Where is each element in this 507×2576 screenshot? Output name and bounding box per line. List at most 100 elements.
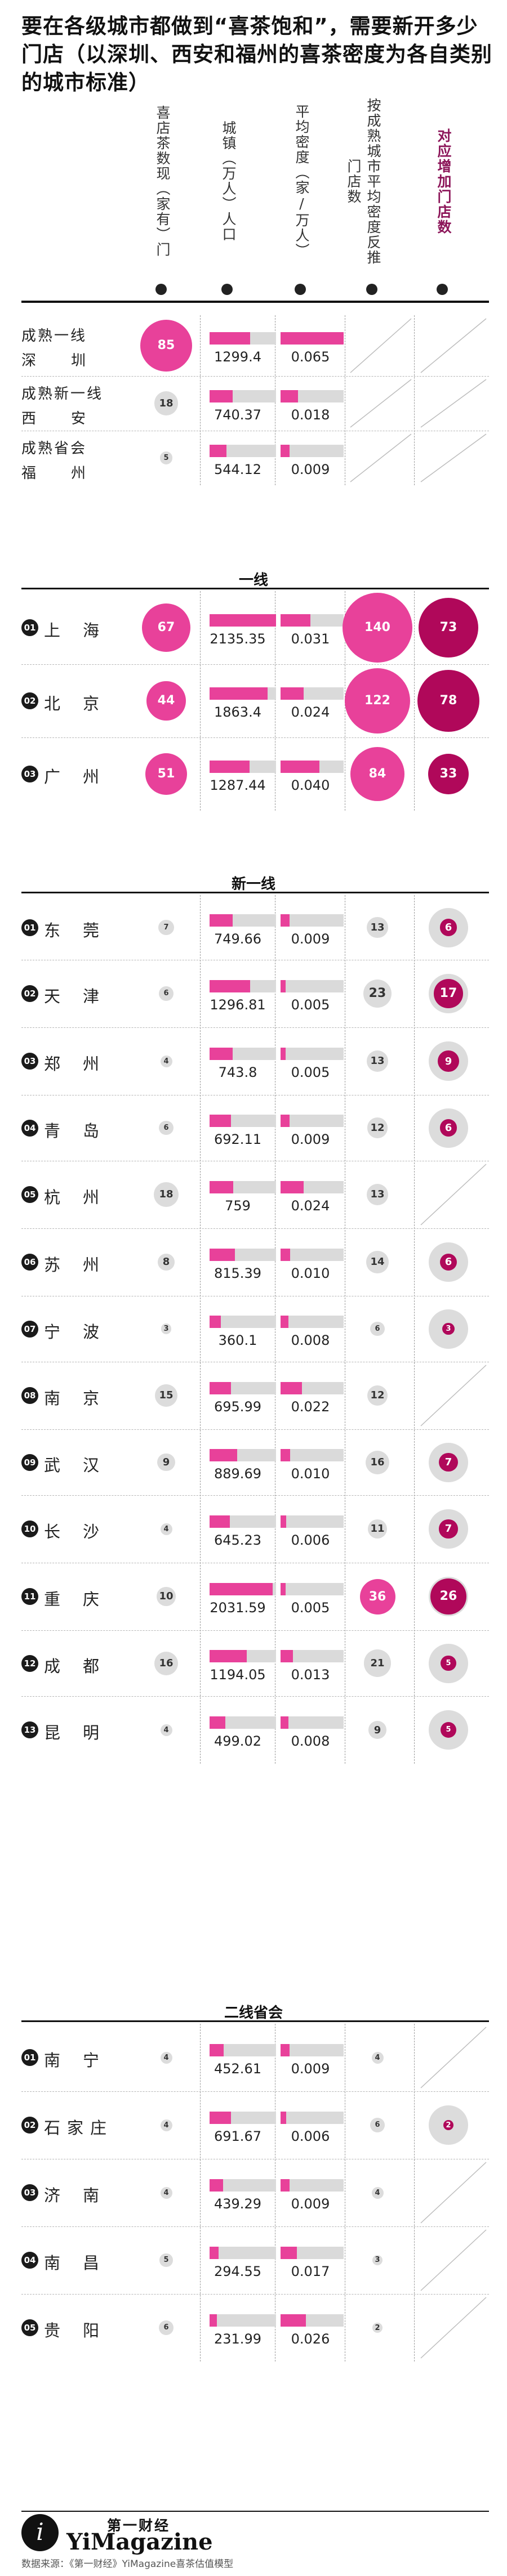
density-bar <box>281 914 290 927</box>
density-bar <box>281 980 286 992</box>
population-bar-track <box>210 1716 276 1729</box>
density-value: 0.006 <box>291 2128 330 2144</box>
empty-cell-slash <box>420 318 487 373</box>
column-divider <box>200 895 201 1764</box>
density-bar <box>281 1315 288 1328</box>
population-bar <box>210 1448 238 1461</box>
population-bar-track <box>210 614 276 627</box>
density-value: 0.065 <box>291 349 330 365</box>
density-value: 0.031 <box>291 631 330 647</box>
row-city-name: 长沙 <box>44 1522 122 1541</box>
density-bar-track <box>281 1315 344 1328</box>
estimated-stores-bubble: 84 <box>350 746 405 802</box>
section-rule <box>21 2020 489 2022</box>
rank-badge: 03 <box>21 2184 38 2201</box>
row-divider <box>21 2226 489 2227</box>
new-stores-bubble: 6 <box>439 1119 457 1137</box>
density-value: 0.009 <box>291 1131 330 1147</box>
stores-bubble: 10 <box>157 1587 176 1606</box>
table-row: 04 青岛 6 692.11 0.009 12 6 <box>21 1095 489 1161</box>
estimated-stores-bubble: 23 <box>363 979 392 1008</box>
empty-cell <box>420 2161 487 2224</box>
population-value: 452.61 <box>214 2061 261 2077</box>
estimated-stores-bubble: 140 <box>342 592 413 663</box>
estimated-stores-bubble: 21 <box>363 1649 392 1677</box>
estimated-stores-bubble: 12 <box>367 1385 388 1406</box>
density-value: 0.008 <box>291 1733 330 1749</box>
column-divider <box>200 2024 201 2362</box>
row-city-name: 福州 <box>21 464 121 482</box>
rank-badge: 13 <box>21 1721 38 1738</box>
population-bar-track <box>210 390 276 402</box>
footer-brand-english: YiMagazine <box>66 2529 213 2555</box>
stores-bubble: 5 <box>159 451 173 464</box>
row-city-name: 郑州 <box>44 1054 122 1074</box>
population-value: 499.02 <box>214 1733 261 1749</box>
table-row: 成熟省会 福州 5 544.12 0.009 <box>21 431 489 485</box>
row-divider <box>21 737 489 738</box>
empty-cell <box>420 1163 487 1226</box>
empty-cell-slash <box>420 379 487 428</box>
row-divider <box>21 1027 489 1028</box>
density-bar <box>281 2112 287 2124</box>
empty-cell <box>420 2296 487 2359</box>
population-bar-track <box>210 2247 276 2259</box>
population-value: 1287.44 <box>210 777 266 793</box>
column-headers: 喜店茶数现（家有）门 城镇（万人）人口 平均密度（家/万人） 按成熟城市平均密度… <box>0 91 507 299</box>
rank-badge: 11 <box>21 1588 38 1605</box>
estimated-stores-bubble: 3 <box>372 2255 383 2266</box>
new-stores-bubble: 33 <box>428 754 469 794</box>
population-bar-track <box>210 332 276 345</box>
stores-bubble: 9 <box>157 1453 175 1472</box>
page-title: 要在各级城市都做到“喜茶饱和”，需要新开多少门店（以深圳、西安和福州的喜茶密度为… <box>21 14 492 95</box>
row-city-name: 上海 <box>44 621 122 640</box>
density-bar-track <box>281 2044 344 2056</box>
new-stores-bubble: 78 <box>417 669 480 732</box>
row-city-name: 天津 <box>44 987 122 1006</box>
row-city-name: 南京 <box>44 1389 122 1408</box>
row-city-name: 东莞 <box>44 920 122 940</box>
population-value: 1194.05 <box>210 1666 266 1683</box>
column-header-stores: 喜店茶数现（家有）门 <box>154 105 171 257</box>
density-value: 0.010 <box>291 1265 330 1281</box>
population-value: 360.1 <box>218 1332 257 1348</box>
population-bar <box>210 687 268 700</box>
column-divider <box>200 591 201 811</box>
density-bar-track <box>281 1515 344 1528</box>
stores-bubble: 4 <box>160 1523 172 1535</box>
stores-bubble: 67 <box>142 603 190 652</box>
density-bar <box>281 687 304 700</box>
section-rule <box>21 892 489 893</box>
table-row: 成熟新一线 西安 18 740.37 0.018 <box>21 376 489 431</box>
stores-bubble: 4 <box>160 2119 172 2131</box>
estimated-stores-bubble: 6 <box>370 2118 385 2132</box>
column-marker <box>437 284 448 295</box>
stores-bubble: 8 <box>158 1254 175 1271</box>
stores-bubble: 4 <box>160 1055 172 1067</box>
rank-badge: 06 <box>21 1254 38 1271</box>
stores-bubble: 15 <box>154 1384 178 1407</box>
row-city-name: 济南 <box>44 2186 122 2205</box>
stores-bubble: 85 <box>140 319 193 372</box>
empty-cell-slash <box>350 433 412 482</box>
estimated-stores-bubble: 12 <box>367 1117 388 1138</box>
empty-cell-slash <box>350 318 412 373</box>
empty-cell <box>420 2229 487 2292</box>
empty-cell <box>420 433 487 483</box>
population-bar-track <box>210 1649 276 1662</box>
row-group-label: 成熟省会 <box>21 440 87 457</box>
population-value: 815.39 <box>214 1265 261 1281</box>
density-bar-track <box>281 914 344 927</box>
stores-bubble: 6 <box>159 2320 174 2335</box>
density-bar-track <box>281 1114 344 1127</box>
column-divider <box>414 895 415 1764</box>
rank-badge: 02 <box>21 985 38 1002</box>
empty-cell-slash <box>420 2297 487 2359</box>
density-bar-track <box>281 332 344 345</box>
row-group-label: 成熟新一线 <box>21 385 104 402</box>
density-bar-track <box>281 1583 344 1595</box>
density-bar <box>281 761 319 773</box>
density-bar <box>281 1649 293 1662</box>
population-bar <box>210 2044 224 2056</box>
density-bar <box>281 614 311 627</box>
